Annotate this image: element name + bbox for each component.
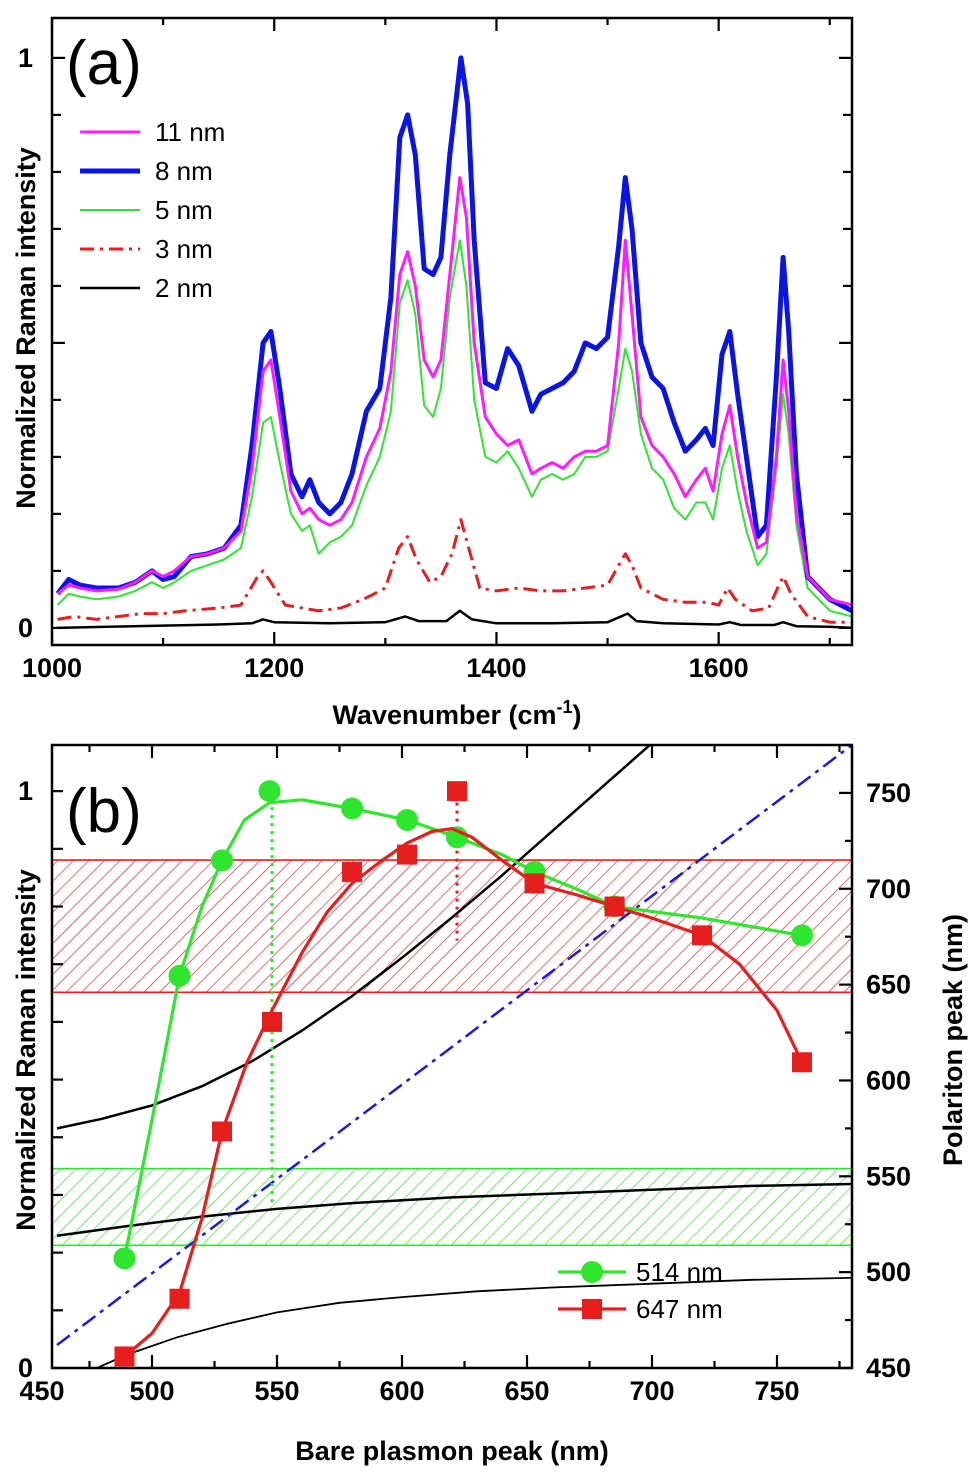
series-647-nm-point — [604, 896, 625, 917]
panel-b-x-tick-label: 500 — [129, 1376, 174, 1406]
panel-b-y-tick-label: 1 — [18, 776, 33, 806]
panel-b-x-tick-label: 750 — [754, 1376, 799, 1406]
panel-b-y2-tick-label: 650 — [866, 970, 911, 1000]
series-3-nm-line — [57, 518, 852, 624]
panel-b-x-axis-title: Bare plasmon peak (nm) — [295, 1436, 609, 1466]
panel-b-frame — [50, 743, 854, 1370]
legend-label-5-nm: 5 nm — [155, 195, 213, 225]
panel-a-y-axis-title: Normalized Raman intensity — [11, 147, 41, 509]
panel-a-x-axis-title-main: Wavenumber (cm — [332, 700, 556, 730]
panel-a-x-tick-label: 1200 — [244, 653, 304, 683]
panel-a: (a) 1000 1200 1400 1600 01 Wavenumber (cm-1… — [11, 16, 854, 730]
series-11-nm-line — [56, 176, 852, 607]
panel-a-x-tick-label: 1400 — [466, 653, 526, 683]
legend-label-647-nm: 647 nm — [636, 1294, 723, 1324]
series-647-nm-point — [792, 1052, 812, 1073]
series-647-nm-point — [692, 925, 712, 946]
series-514-nm-point — [168, 964, 191, 987]
branch-upper-line — [56, 745, 652, 1130]
panel-b-guide-lines — [270, 791, 459, 1207]
panel-a-legend: 11 nm 8 nm 5 nm 3 nm 2 nm — [80, 117, 225, 303]
series-647-nm-point — [342, 861, 362, 882]
series-647-nm-point — [114, 1346, 135, 1367]
panel-b-legend: 514 nm 647 nm — [558, 1257, 723, 1324]
panel-b-y-tick-label: 0 — [18, 1353, 33, 1383]
series-647-nm-point — [262, 1011, 282, 1032]
series-514-nm-point — [113, 1247, 136, 1270]
panel-b-x-tick-label: 450 — [19, 1376, 64, 1406]
panel-b-y2-tick-labels: 450 500 550 600 650 700 750 — [866, 778, 911, 1383]
legend-label-11-nm: 11 nm — [155, 117, 225, 147]
panel-a-y-tick-label: 1 — [18, 43, 33, 73]
panel-a-label: (a) — [66, 29, 142, 98]
series-514-nm-point — [258, 780, 281, 803]
legend-swatch-marker-647-nm — [582, 1299, 602, 1319]
panel-b-y2-tick-label: 450 — [866, 1353, 911, 1383]
branch-lower-line — [96, 1277, 852, 1368]
legend-label-514-nm: 514 nm — [636, 1257, 723, 1287]
panel-b-x-tick-labels: 450 500 550 600 650 700 750 — [19, 1376, 799, 1406]
panel-b-label: (b) — [66, 777, 142, 846]
panel-b-y2-tick-label: 500 — [866, 1257, 911, 1287]
panel-b-series — [113, 780, 813, 1367]
series-5-nm-line — [56, 239, 852, 618]
series-647-nm-point — [212, 1121, 232, 1142]
panel-b-y2-tick-label: 700 — [866, 874, 911, 904]
panel-b: (b) 450 500 550 600 650 700 750 01 45050055060… — [11, 743, 968, 1466]
panel-a-y-tick-labels: 01 — [18, 43, 33, 643]
series-514-nm-point — [341, 797, 363, 820]
panel-b-y2-axis-title: Polariton peak (nm) — [938, 914, 968, 1166]
panel-a-series — [55, 55, 852, 630]
panel-b-x-tick-label: 600 — [379, 1376, 424, 1406]
panel-b-ticks — [52, 743, 852, 1370]
panel-b-x-tick-label: 700 — [629, 1376, 674, 1406]
branch-bare-plasmon-line — [56, 745, 852, 1346]
panel-b-polariton-branches — [56, 745, 852, 1368]
branch-middle-line — [56, 1182, 852, 1237]
series-514-nm-point — [396, 808, 418, 831]
panel-a-y-tick-label: 0 — [18, 613, 33, 643]
panel-b-y2-tick-label: 600 — [866, 1065, 911, 1095]
panel-a-x-axis-title-sup: -1 — [557, 697, 573, 717]
panel-a-frame — [50, 16, 854, 647]
series-2-nm-line — [57, 609, 852, 630]
legend-swatch-marker-514-nm — [581, 1261, 603, 1283]
panel-a-x-axis-title-end: ) — [573, 700, 582, 730]
series-647-nm-point — [447, 781, 467, 802]
shaded-band-1 — [52, 1168, 852, 1246]
panel-b-x-tick-label: 550 — [254, 1376, 299, 1406]
series-647-nm-point — [169, 1288, 190, 1309]
series-647-nm-point — [524, 873, 545, 894]
panel-b-y-axis-title: Normalized Raman intensity — [11, 869, 41, 1231]
panel-a-x-tick-label: 1600 — [689, 653, 749, 683]
panel-b-y-tick-labels: 01 — [18, 776, 33, 1383]
legend-label-8-nm: 8 nm — [155, 156, 213, 186]
series-514-nm-point — [791, 924, 813, 947]
panel-b-y2-tick-label: 750 — [866, 778, 911, 808]
legend-label-2-nm: 2 nm — [155, 273, 213, 303]
panel-a-x-axis-title: Wavenumber (cm-1) — [332, 697, 581, 730]
legend-label-3-nm: 3 nm — [155, 234, 213, 264]
panel-a-x-tick-labels: 1000 1200 1400 1600 — [22, 653, 749, 683]
series-647-nm-curve — [123, 827, 804, 1358]
panel-b-y2-tick-label: 550 — [866, 1161, 911, 1191]
panel-a-x-tick-label: 1000 — [22, 653, 82, 683]
panel-b-x-tick-label: 650 — [504, 1376, 549, 1406]
series-514-nm-point — [211, 849, 233, 872]
series-647-nm-point — [397, 844, 417, 865]
